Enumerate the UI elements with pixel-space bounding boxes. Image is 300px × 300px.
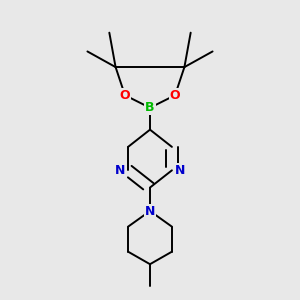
Text: O: O bbox=[170, 89, 180, 102]
Text: B: B bbox=[145, 101, 155, 114]
Text: N: N bbox=[145, 205, 155, 218]
Text: N: N bbox=[174, 164, 185, 177]
Text: N: N bbox=[115, 164, 126, 177]
Text: O: O bbox=[120, 89, 130, 102]
